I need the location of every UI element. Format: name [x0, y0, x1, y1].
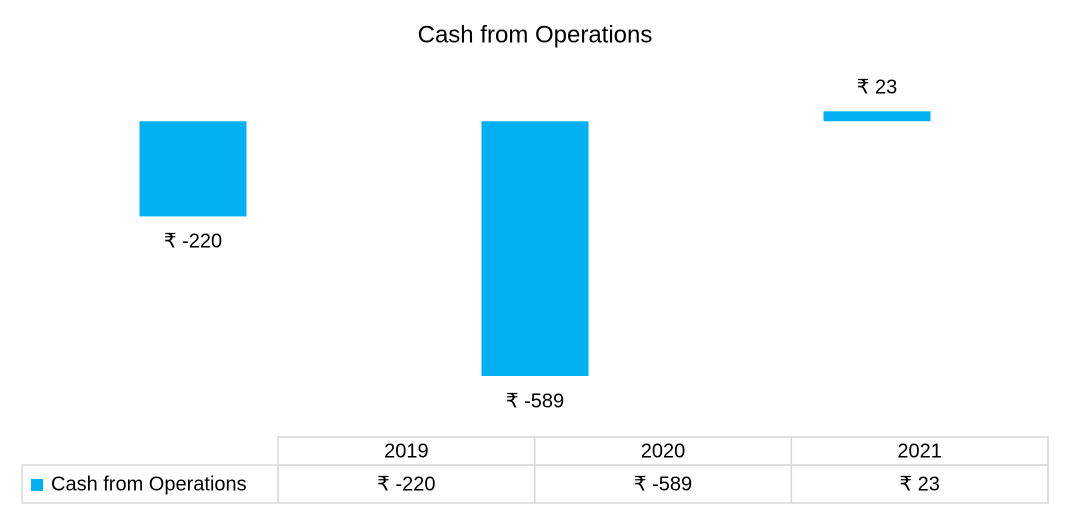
chart-title: Cash from Operations: [418, 21, 653, 48]
data-label: ₹ -589: [506, 390, 564, 412]
data-label: ₹ 23: [857, 77, 898, 99]
bar: [139, 121, 247, 217]
table-header: 2020: [641, 440, 686, 462]
table-header: 2019: [384, 440, 429, 462]
legend-swatch: [31, 479, 43, 491]
table-cell: [790, 464, 1049, 504]
bar: [823, 111, 931, 122]
legend-label: Cash from Operations: [51, 473, 247, 495]
bar: [481, 121, 589, 376]
data-label: ₹ -220: [164, 231, 222, 253]
table-value: ₹ -589: [634, 473, 692, 495]
table-header: 2021: [897, 440, 942, 462]
table-value: ₹ -220: [377, 473, 435, 495]
table-value: ₹ 23: [899, 473, 940, 495]
